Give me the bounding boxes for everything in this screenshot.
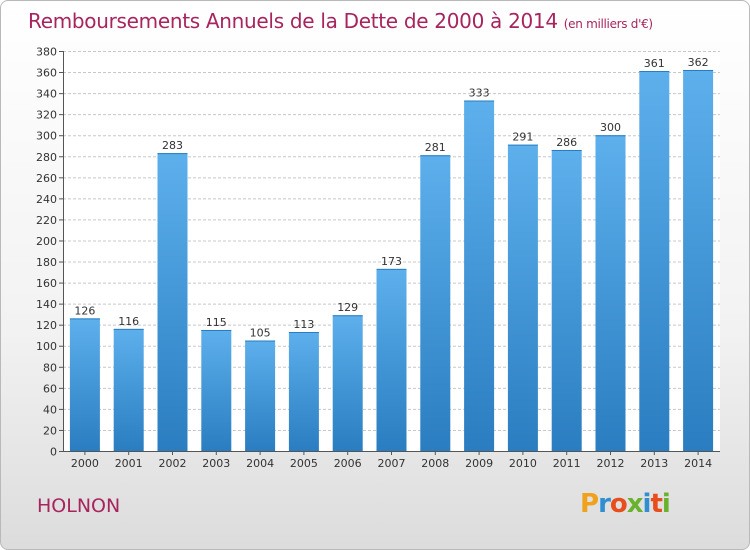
y-tick-label: 280: [36, 151, 57, 164]
chart-title: Remboursements Annuels de la Dette de 20…: [28, 9, 653, 33]
y-tick-label: 180: [36, 256, 57, 269]
y-tick-label: 120: [36, 319, 57, 332]
x-tick-label-2006: 2006: [334, 457, 362, 470]
bar-2001: [113, 328, 144, 451]
bar-2006: [332, 315, 363, 451]
y-tick-label: 20: [43, 424, 57, 437]
bar-2009: [464, 100, 495, 451]
x-tick-label-2012: 2012: [597, 457, 625, 470]
data-label-2003: 115: [206, 316, 227, 329]
x-tick-label-2010: 2010: [509, 457, 537, 470]
data-label-2009: 333: [469, 86, 490, 99]
y-tick-label: 340: [36, 88, 57, 101]
proxiti-logo: Proxiti: [580, 489, 671, 519]
x-tick-label-2013: 2013: [640, 457, 668, 470]
title-text: Remboursements Annuels de la Dette de 20…: [28, 9, 558, 33]
data-label-2000: 126: [74, 304, 95, 317]
y-tick-label: 320: [36, 109, 57, 122]
bar-chart: 0 20 40 60 80 100 120 140 160 180 200 220 240 260 280 3…: [36, 46, 720, 471]
x-tick-label-2000: 2000: [71, 457, 99, 470]
x-tick-label-2005: 2005: [290, 457, 318, 470]
x-tick-label-2004: 2004: [246, 457, 274, 470]
data-label-2001: 116: [118, 315, 139, 328]
bar-2002: [157, 153, 188, 451]
data-label-2004: 105: [250, 326, 271, 339]
x-tick-label-2007: 2007: [378, 457, 406, 470]
y-tick-label: 60: [43, 382, 57, 395]
data-label-2002: 283: [162, 139, 183, 152]
y-tick-label: 200: [36, 235, 57, 248]
bars: [69, 69, 714, 452]
y-tick-label: 80: [43, 361, 57, 374]
data-label-2014: 362: [688, 56, 709, 69]
logo-letter: i: [661, 489, 671, 519]
x-tick-label-2014: 2014: [684, 457, 712, 470]
logo-letter: x: [626, 489, 644, 519]
bar-2010: [507, 144, 538, 451]
y-tick-label: 240: [36, 193, 57, 206]
x-tick-label-2002: 2002: [159, 457, 187, 470]
logo-letter: r: [598, 489, 611, 519]
x-tick-label-2008: 2008: [421, 457, 449, 470]
data-label-2013: 361: [644, 57, 665, 70]
commune-name: HOLNON: [37, 495, 121, 517]
bar-2004: [245, 340, 276, 451]
y-tick-label: 100: [36, 340, 57, 353]
y-tick-label: 40: [43, 403, 57, 416]
data-label-2011: 286: [556, 136, 577, 149]
data-label-2005: 113: [293, 318, 314, 331]
logo-letter: t: [650, 489, 662, 519]
y-tick-label: 300: [36, 130, 57, 143]
chart-subtitle: (en milliers d'€): [563, 17, 653, 31]
bar-2014: [683, 69, 714, 452]
data-label-2007: 173: [381, 255, 402, 268]
bar-2008: [420, 155, 451, 452]
axes: [59, 51, 720, 455]
x-tick-label-2003: 2003: [202, 457, 230, 470]
data-label-2008: 281: [425, 141, 446, 154]
bar-2011: [551, 149, 582, 451]
x-tick-label-2001: 2001: [115, 457, 143, 470]
data-label-2012: 300: [600, 121, 621, 134]
y-tick-label: 220: [36, 214, 57, 227]
labels: 0 20 40 60 80 100 120 140 160 180 200 220 240 260 280 3…: [36, 46, 712, 471]
bar-2003: [201, 329, 232, 451]
y-tick-label: 380: [36, 46, 57, 59]
y-tick-label: 160: [36, 277, 57, 290]
y-tick-label: 260: [36, 172, 57, 185]
data-label-2006: 129: [337, 301, 358, 314]
bar-2000: [69, 318, 100, 451]
x-tick-label-2011: 2011: [553, 457, 581, 470]
y-tick-label: 0: [50, 446, 57, 459]
data-label-2010: 291: [512, 131, 533, 144]
logo-letter: P: [580, 489, 599, 519]
x-tick-label-2009: 2009: [465, 457, 493, 470]
y-tick-label: 140: [36, 298, 57, 311]
bar-2007: [376, 268, 407, 451]
bar-2013: [639, 71, 670, 451]
bar-2012: [595, 135, 626, 452]
bar-2005: [288, 332, 319, 451]
logo-letter: o: [609, 489, 628, 519]
y-tick-label: 360: [36, 67, 57, 80]
logo-letter: i: [642, 489, 652, 519]
